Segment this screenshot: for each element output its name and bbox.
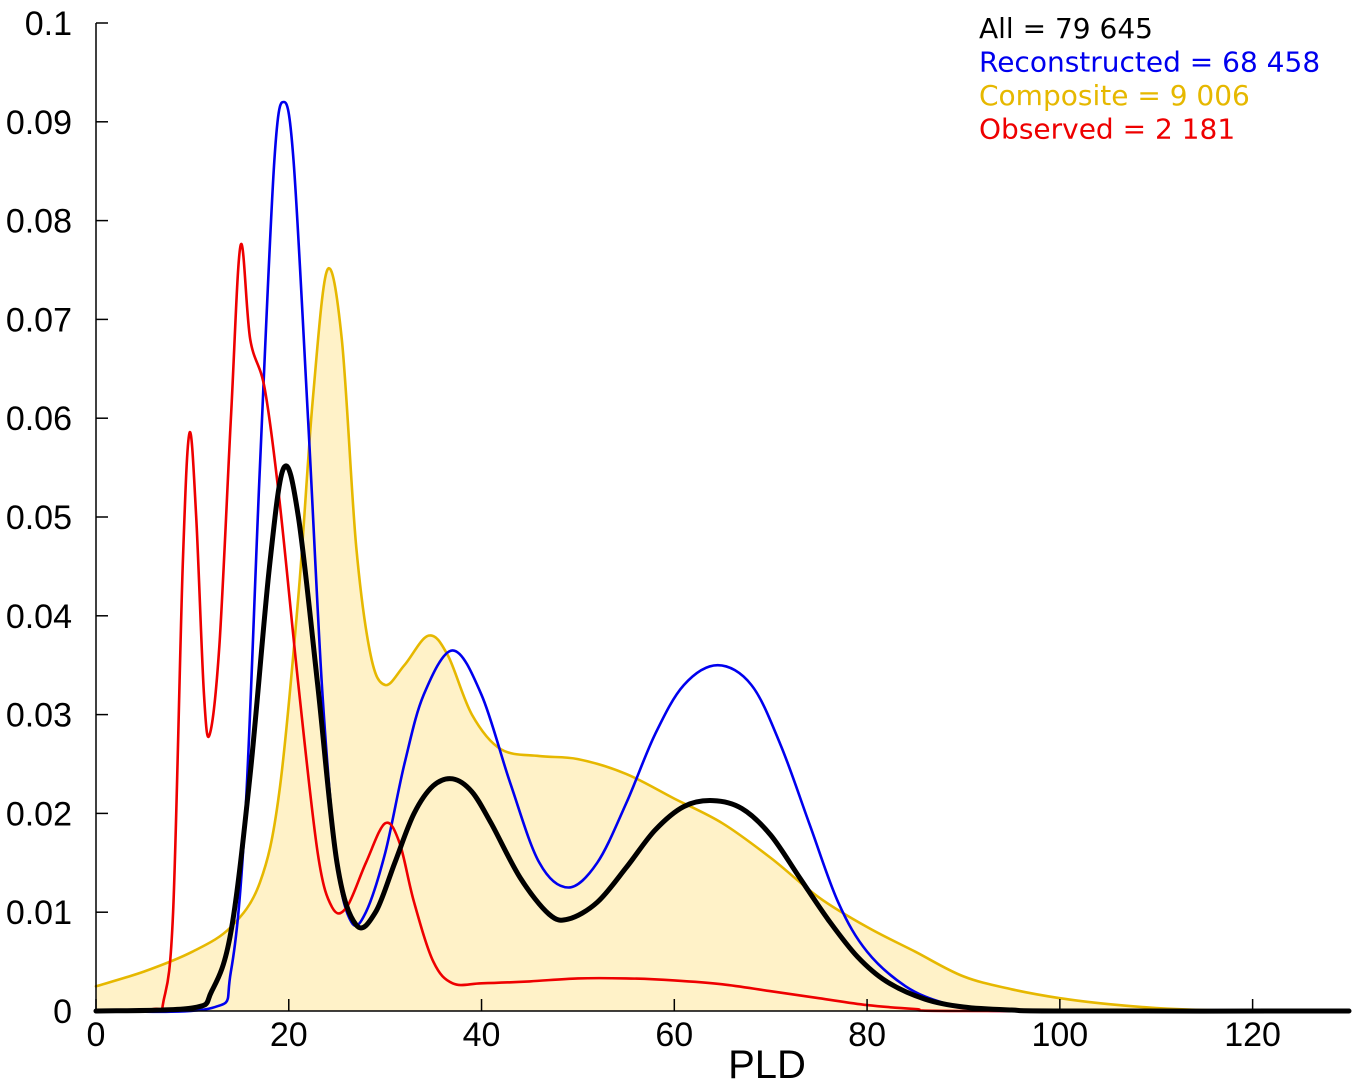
x-axis-title: PLD <box>728 1043 806 1081</box>
legend-entry-reconstructed: Reconstructed = 68 458 <box>979 46 1320 79</box>
x-tick-label: 60 <box>655 1016 693 1054</box>
legend-entry-composite: Composite = 9 006 <box>979 79 1250 112</box>
series-layer <box>93 100 1352 1014</box>
x-tick-label: 80 <box>848 1016 886 1054</box>
y-tick-label: 0.04 <box>6 598 72 636</box>
y-tick-label: 0.09 <box>6 104 72 142</box>
series-composite-line <box>94 266 1351 1013</box>
y-tick-label: 0.1 <box>25 5 72 43</box>
y-tick-label: 0.08 <box>6 203 72 241</box>
series-composite-area <box>96 268 1349 1011</box>
y-tick-label: 0 <box>53 993 72 1031</box>
y-tick-label: 0.07 <box>6 301 72 339</box>
y-tick-label: 0.02 <box>6 795 72 833</box>
x-tick-label: 40 <box>463 1016 501 1054</box>
x-tick-label: 20 <box>270 1016 308 1054</box>
y-tick-label: 0.01 <box>6 894 72 932</box>
x-tick-label: 120 <box>1224 1016 1281 1054</box>
legend-entry-observed: Observed = 2 181 <box>979 113 1235 146</box>
y-tick-label: 0.05 <box>6 499 72 537</box>
y-tick-label: 0.06 <box>6 400 72 438</box>
x-tick-label: 0 <box>87 1016 106 1054</box>
y-tick-label: 0.03 <box>6 697 72 735</box>
x-tick-label: 100 <box>1031 1016 1088 1054</box>
series-reconstructed-line <box>94 100 1351 1014</box>
legend-entry-all: All = 79 645 <box>979 12 1153 45</box>
series-observed-line <box>94 242 1351 1013</box>
series-all-line <box>93 463 1352 1014</box>
axes-layer: 0 0.01 0.02 0.03 0.04 0.05 0.06 0.07 0.08 0.09 0.1… <box>6 5 1349 1054</box>
